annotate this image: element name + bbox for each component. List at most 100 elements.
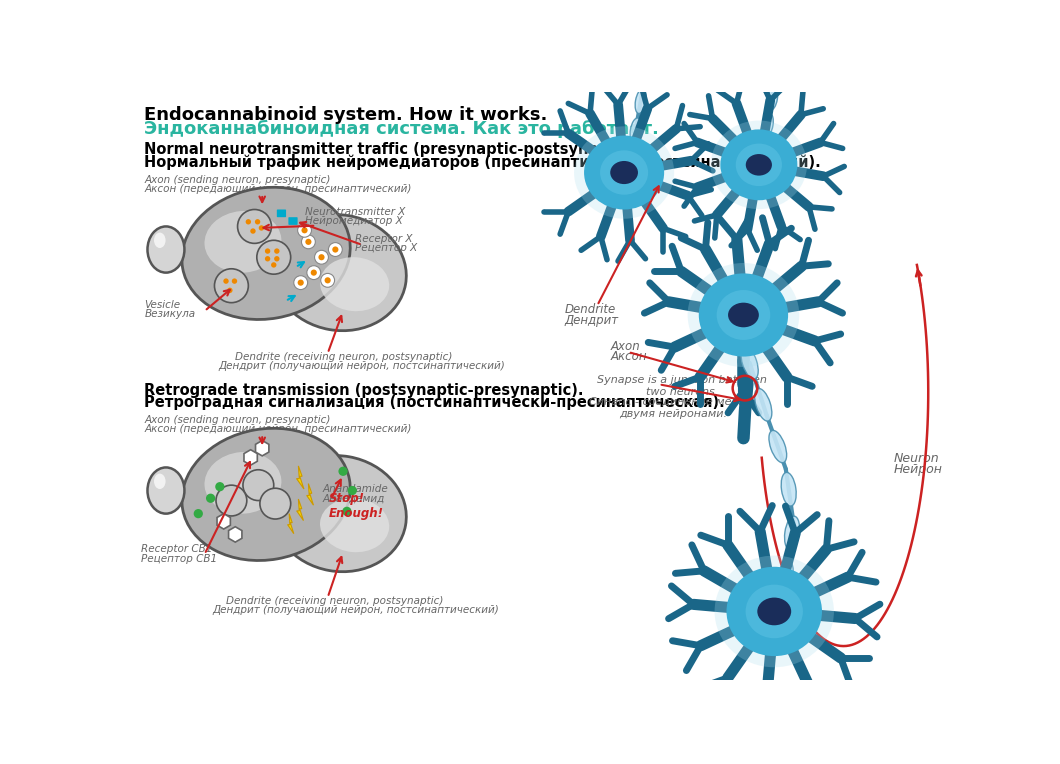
Circle shape (848, 683, 852, 687)
Text: Endocannabinoid system. How it works.: Endocannabinoid system. How it works. (144, 105, 548, 124)
Circle shape (684, 235, 688, 238)
Ellipse shape (714, 555, 834, 667)
Circle shape (661, 251, 665, 254)
Circle shape (697, 402, 702, 406)
Ellipse shape (205, 211, 281, 273)
Circle shape (748, 214, 753, 219)
Circle shape (790, 226, 794, 231)
Circle shape (601, 85, 604, 88)
Circle shape (867, 656, 871, 660)
Text: Везикула: Везикула (144, 309, 195, 319)
Circle shape (784, 402, 789, 406)
Circle shape (298, 280, 304, 286)
Circle shape (725, 514, 730, 519)
Circle shape (716, 88, 720, 92)
Circle shape (648, 280, 652, 285)
Text: Аксон: Аксон (611, 351, 648, 364)
Ellipse shape (320, 498, 389, 552)
Circle shape (810, 384, 814, 388)
Ellipse shape (182, 187, 350, 319)
Text: Neurotransmitter X: Neurotransmitter X (304, 207, 405, 217)
Circle shape (294, 276, 307, 290)
Circle shape (827, 519, 831, 523)
Circle shape (647, 340, 651, 345)
Circle shape (826, 262, 830, 266)
Circle shape (700, 214, 704, 218)
Circle shape (670, 244, 674, 248)
Ellipse shape (726, 567, 822, 656)
Circle shape (683, 204, 686, 208)
Text: Дендрит (получающий нейрон, постсинаптический): Дендрит (получающий нейрон, постсинаптич… (218, 361, 505, 371)
Circle shape (784, 83, 789, 86)
Circle shape (681, 104, 685, 108)
Ellipse shape (778, 560, 793, 594)
Circle shape (666, 93, 669, 97)
Circle shape (667, 617, 671, 621)
Circle shape (841, 147, 845, 151)
Circle shape (683, 121, 686, 125)
Circle shape (306, 266, 321, 280)
Circle shape (759, 78, 762, 81)
Ellipse shape (272, 455, 406, 571)
Circle shape (224, 278, 229, 283)
Circle shape (673, 571, 677, 575)
Text: Анандамид: Анандамид (322, 494, 385, 503)
Ellipse shape (721, 129, 797, 200)
Ellipse shape (771, 61, 781, 84)
Ellipse shape (640, 60, 651, 85)
Text: Axon (sending neuron, presynaptic): Axon (sending neuron, presynaptic) (144, 415, 331, 425)
Circle shape (301, 235, 315, 249)
Circle shape (227, 287, 232, 293)
Ellipse shape (741, 346, 758, 379)
Circle shape (706, 142, 710, 146)
Circle shape (831, 698, 835, 701)
Circle shape (311, 270, 317, 276)
Circle shape (741, 79, 744, 83)
Circle shape (830, 207, 834, 211)
Circle shape (822, 107, 825, 111)
Circle shape (673, 180, 677, 183)
Circle shape (265, 248, 270, 254)
Ellipse shape (746, 154, 772, 176)
Circle shape (265, 256, 270, 261)
Circle shape (729, 244, 734, 248)
Circle shape (305, 238, 312, 245)
Circle shape (342, 507, 352, 516)
Text: Эндоканнабиноидная система. Как это работает.: Эндоканнабиноидная система. Как это рабо… (144, 119, 659, 138)
Circle shape (259, 225, 264, 231)
Circle shape (590, 88, 594, 92)
Circle shape (813, 228, 817, 231)
Ellipse shape (784, 516, 799, 550)
Text: Dendrite (receiving neuron, postsynaptic): Dendrite (receiving neuron, postsynaptic… (226, 596, 443, 606)
Ellipse shape (635, 89, 647, 114)
Text: Аксон (передающий нейрон, пресинаптический): Аксон (передающий нейрон, пресинаптическ… (144, 184, 411, 194)
Circle shape (659, 368, 664, 372)
Circle shape (642, 311, 647, 316)
Circle shape (215, 482, 225, 491)
Circle shape (874, 635, 879, 639)
Circle shape (605, 257, 608, 261)
Circle shape (801, 711, 806, 715)
Circle shape (566, 102, 570, 105)
Text: Vesicle: Vesicle (144, 299, 180, 309)
Ellipse shape (320, 257, 389, 311)
Circle shape (699, 125, 702, 128)
Circle shape (324, 277, 331, 283)
Text: Рецептор X: Рецептор X (355, 244, 417, 254)
Circle shape (873, 580, 878, 584)
Circle shape (321, 274, 335, 287)
Text: Receptor X: Receptor X (355, 234, 412, 244)
Circle shape (332, 247, 338, 253)
Circle shape (709, 188, 713, 192)
Ellipse shape (205, 452, 281, 513)
Polygon shape (287, 513, 294, 534)
Circle shape (243, 470, 273, 500)
FancyBboxPatch shape (288, 217, 298, 225)
Text: Synapse is a junction between
two neurons.: Synapse is a junction between two neuron… (597, 375, 767, 397)
Ellipse shape (147, 468, 184, 513)
Polygon shape (306, 484, 314, 505)
Polygon shape (297, 499, 303, 520)
FancyBboxPatch shape (277, 209, 286, 217)
Circle shape (315, 251, 329, 264)
Circle shape (707, 94, 710, 98)
